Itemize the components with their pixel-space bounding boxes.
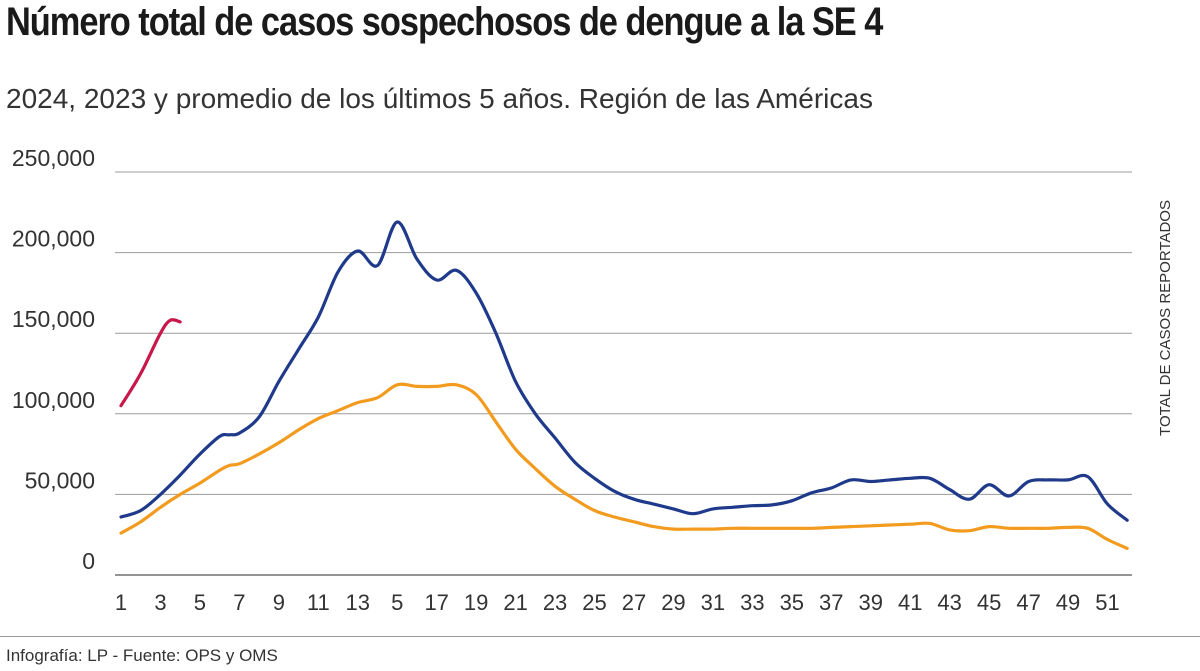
x-axis-ticks: 1 3 5 7 9 11 13 5 17 19 21 23 25 27 29 31 33 35 37 39 41 43 45… xyxy=(115,590,1120,615)
x-tick-label: 45 xyxy=(977,590,1001,615)
x-tick-label: 5 xyxy=(194,590,206,615)
series-line-2023 xyxy=(119,220,1129,522)
x-tick-label: 25 xyxy=(582,590,606,615)
y-axis-ticks: 0 50,000 100,000 150,000 200,000 250,000 xyxy=(12,150,95,574)
y-tick-label: 50,000 xyxy=(25,467,95,493)
y-tick-label: 100,000 xyxy=(12,387,95,413)
y-tick-label: 0 xyxy=(82,548,95,574)
x-tick-label: 17 xyxy=(424,590,448,615)
source-credit: Infografía: LP - Fuente: OPS y OMS xyxy=(6,646,278,665)
y-tick-label: 200,000 xyxy=(12,226,95,252)
x-tick-label: 27 xyxy=(622,590,646,615)
series-lines xyxy=(119,220,1129,550)
series-line-2024 xyxy=(119,318,182,408)
x-tick-label: 49 xyxy=(1056,590,1080,615)
x-tick-label: 35 xyxy=(780,590,804,615)
x-tick-label: 39 xyxy=(858,590,882,615)
chart-subtitle: 2024, 2023 y promedio de los últimos 5 a… xyxy=(6,83,873,114)
x-tick-label: 21 xyxy=(503,590,527,615)
x-tick-label: 29 xyxy=(661,590,685,615)
x-tick-label: 33 xyxy=(740,590,764,615)
x-tick-label: 5 xyxy=(391,590,403,615)
x-tick-label: 13 xyxy=(346,590,370,615)
x-tick-label: 1 xyxy=(115,590,127,615)
chart-title: Número total de casos sospechosos de den… xyxy=(6,0,883,44)
x-tick-label: 23 xyxy=(543,590,567,615)
series-line-avg5 xyxy=(119,382,1129,550)
x-tick-label: 37 xyxy=(819,590,843,615)
x-tick-label: 51 xyxy=(1095,590,1119,615)
x-tick-label: 19 xyxy=(464,590,488,615)
x-tick-label: 3 xyxy=(154,590,166,615)
x-tick-label: 47 xyxy=(1016,590,1040,615)
x-tick-label: 11 xyxy=(307,590,330,615)
x-tick-label: 7 xyxy=(233,590,245,615)
y-tick-label: 250,000 xyxy=(12,150,95,171)
x-tick-label: 31 xyxy=(701,590,725,615)
x-tick-label: 9 xyxy=(273,590,285,615)
y-axis-label: TOTAL DE CASOS REPORTADOS xyxy=(1157,200,1174,436)
footer-divider xyxy=(0,636,1200,637)
y-tick-label: 150,000 xyxy=(12,306,95,332)
grid-lines xyxy=(115,171,1132,576)
x-tick-label: 41 xyxy=(898,590,922,615)
x-tick-label: 43 xyxy=(937,590,961,615)
